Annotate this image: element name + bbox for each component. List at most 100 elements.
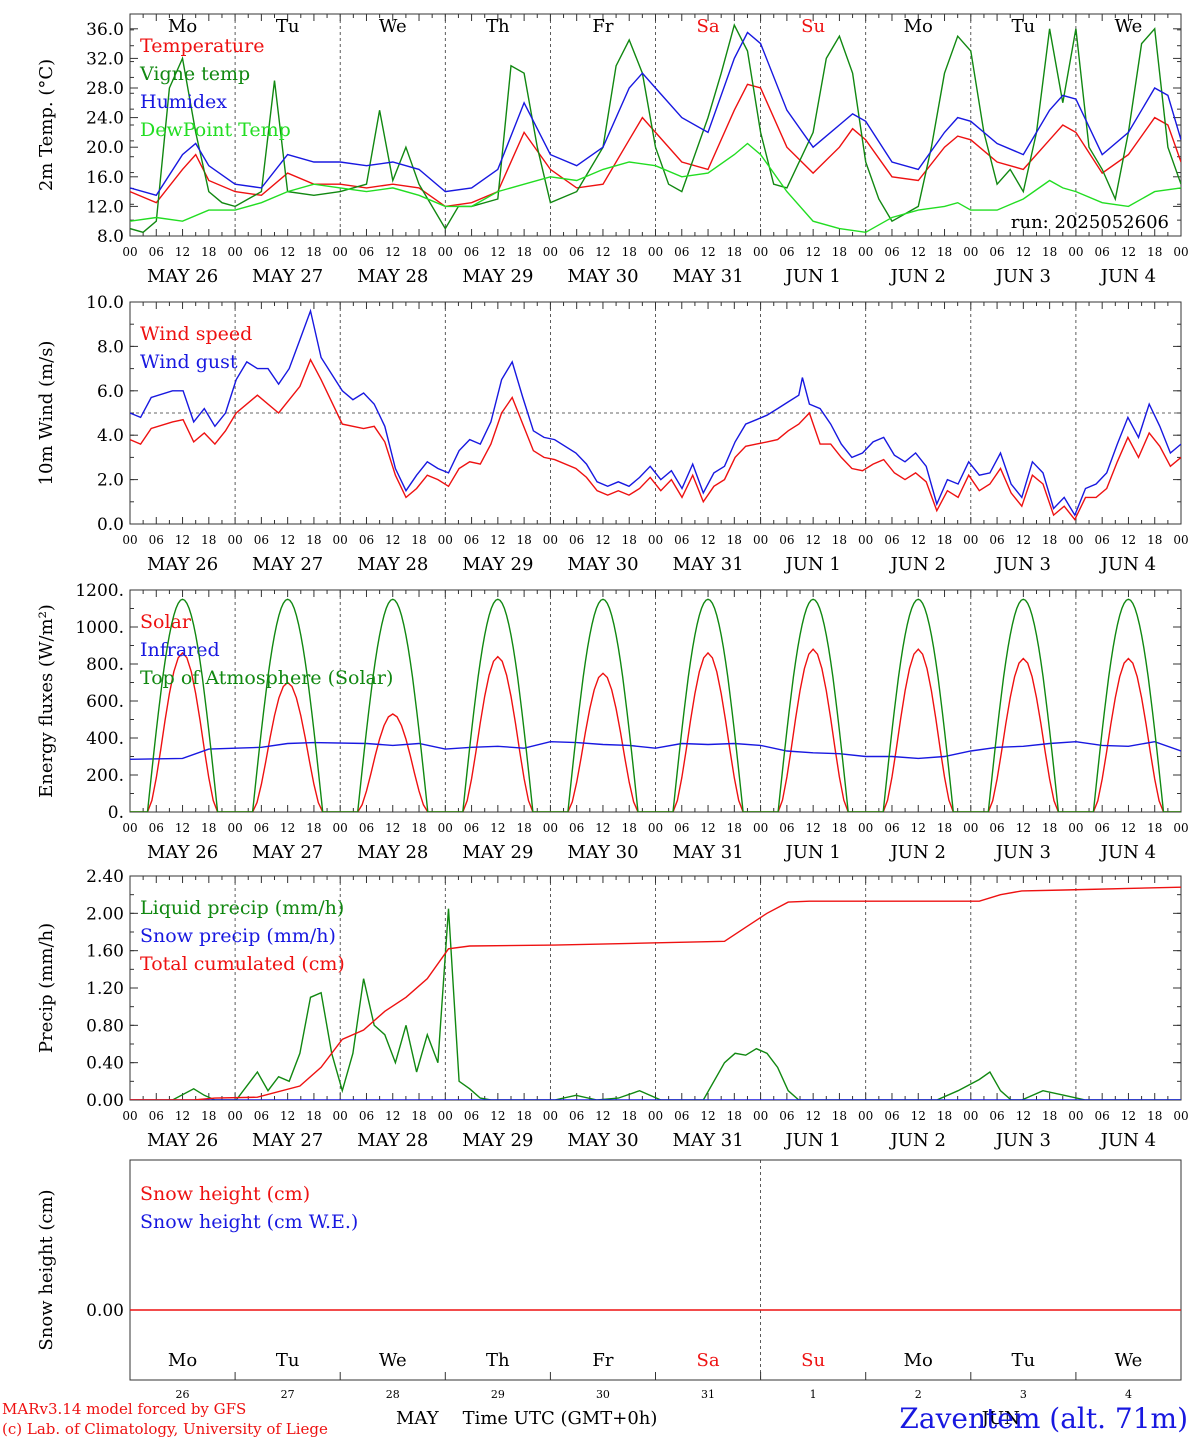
day-label: JUN 3	[994, 266, 1051, 287]
hour-tick-label: 00	[227, 245, 242, 259]
y-tick-label: 0.80	[86, 1016, 124, 1036]
y-tick-label: 4.0	[97, 426, 124, 446]
hour-tick-label: 18	[201, 1109, 216, 1123]
y-tick-label: 0.40	[86, 1054, 124, 1074]
hour-tick-label: 18	[1042, 533, 1057, 547]
y-tick-label: 1000.	[75, 618, 124, 638]
legend-entry: Vigne temp	[139, 63, 250, 85]
hour-tick-label: 12	[490, 821, 505, 835]
y-tick-label: 0.	[108, 803, 124, 823]
hour-tick-label: 00	[963, 245, 978, 259]
hour-tick-label: 12	[280, 533, 295, 547]
hour-tick-label: 18	[516, 245, 531, 259]
hour-tick-label: 06	[779, 821, 794, 835]
day-number: 3	[1020, 1388, 1027, 1401]
y-tick-label: 2.40	[86, 867, 124, 887]
hour-tick-label: 12	[1121, 533, 1136, 547]
hour-tick-label: 12	[490, 533, 505, 547]
panel-temperature: 00 06 12 18 MAY 26 00 06 12 18 MAY 27 00 06 12 18 MAY …	[36, 13, 1189, 287]
weekday-label: Th	[486, 16, 510, 37]
hour-tick-label: 00	[543, 245, 558, 259]
hour-tick-label: 00	[858, 821, 873, 835]
panel-wind: 00 06 12 18 MAY 26 00 06 12 18 MAY 27 00 06 12 18 MAY …	[36, 293, 1189, 575]
hour-tick-label: 00	[1068, 245, 1083, 259]
hour-tick-label: 12	[1016, 821, 1031, 835]
day-number: 29	[491, 1388, 505, 1401]
hour-tick-label: 18	[832, 533, 847, 547]
day-label: MAY 30	[567, 842, 638, 863]
hour-tick-label: 06	[569, 533, 584, 547]
hour-tick-label: 06	[1095, 821, 1110, 835]
hour-tick-label: 06	[359, 821, 374, 835]
day-label: MAY 31	[672, 842, 743, 863]
hour-tick-label: 06	[884, 821, 899, 835]
hour-tick-label: 12	[280, 821, 295, 835]
hour-tick-label: 06	[359, 533, 374, 547]
hour-tick-label: 18	[306, 533, 321, 547]
hour-tick-label: 06	[464, 533, 479, 547]
day-number: 31	[701, 1388, 715, 1401]
hour-tick-label: 06	[1095, 1109, 1110, 1123]
day-label: JUN 1	[783, 554, 840, 575]
y-tick-label: 10.0	[86, 293, 124, 313]
hour-tick-label: 00	[648, 533, 663, 547]
hour-tick-label: 18	[306, 245, 321, 259]
hour-tick-label: 00	[333, 1109, 348, 1123]
hour-tick-label: 00	[753, 245, 768, 259]
hour-tick-label: 06	[359, 245, 374, 259]
hour-tick-label: 06	[674, 245, 689, 259]
hour-tick-label: 12	[806, 533, 821, 547]
hour-tick-label: 18	[727, 1109, 742, 1123]
weekday-label: Sa	[697, 1350, 720, 1371]
y-tick-label: 0.00	[86, 1301, 124, 1321]
hour-tick-label: 12	[175, 533, 190, 547]
day-number: 28	[386, 1388, 400, 1401]
hour-tick-label: 12	[1121, 245, 1136, 259]
weekday-label: Tu	[276, 1350, 300, 1371]
hour-tick-label: 12	[911, 245, 926, 259]
hour-tick-label: 18	[411, 821, 426, 835]
month-label: JUN	[980, 1408, 1020, 1429]
hour-tick-label: 00	[858, 1109, 873, 1123]
hour-tick-label: 06	[674, 821, 689, 835]
hour-tick-label: 12	[595, 533, 610, 547]
weekday-label: Tu	[1012, 16, 1036, 37]
hour-tick-label: 00	[122, 821, 137, 835]
hour-tick-label: 06	[989, 1109, 1004, 1123]
day-number: 27	[281, 1388, 295, 1401]
series-line-wind-speed	[130, 358, 1181, 521]
y-tick-label: 32.0	[86, 49, 124, 69]
hour-tick-label: 00	[648, 1109, 663, 1123]
hour-tick-label: 18	[411, 1109, 426, 1123]
hour-tick-label: 06	[464, 821, 479, 835]
weekday-label: Su	[801, 16, 825, 37]
y-tick-label: 16.0	[86, 168, 124, 188]
weekday-label: Mo	[904, 16, 933, 37]
hour-tick-label: 12	[175, 245, 190, 259]
hour-tick-label: 12	[700, 533, 715, 547]
hour-tick-label: 12	[806, 245, 821, 259]
day-label: JUN 4	[1099, 266, 1156, 287]
day-label: MAY 28	[357, 1130, 428, 1151]
day-label: MAY 26	[147, 842, 218, 863]
day-number: 30	[596, 1388, 610, 1401]
hour-tick-label: 00	[122, 245, 137, 259]
legend-entry: Snow height (cm)	[140, 1183, 310, 1205]
day-label: JUN 4	[1099, 1130, 1156, 1151]
hour-tick-label: 00	[753, 533, 768, 547]
y-axis-label: 10m Wind (m/s)	[36, 341, 57, 486]
hour-tick-label: 12	[806, 821, 821, 835]
hour-tick-label: 00	[543, 533, 558, 547]
hour-tick-label: 12	[911, 1109, 926, 1123]
day-number: 26	[176, 1388, 190, 1401]
hour-tick-label: 00	[438, 245, 453, 259]
series-line-liquid-precip-mm-h-	[130, 908, 1181, 1100]
legend-entry: Solar	[140, 611, 192, 633]
hour-tick-label: 00	[753, 821, 768, 835]
day-label: JUN 4	[1099, 842, 1156, 863]
hour-tick-label: 18	[201, 245, 216, 259]
y-tick-label: 800.	[86, 655, 124, 675]
hour-tick-label: 00	[543, 821, 558, 835]
hour-tick-label: 00	[122, 533, 137, 547]
hour-tick-label: 00	[1068, 533, 1083, 547]
